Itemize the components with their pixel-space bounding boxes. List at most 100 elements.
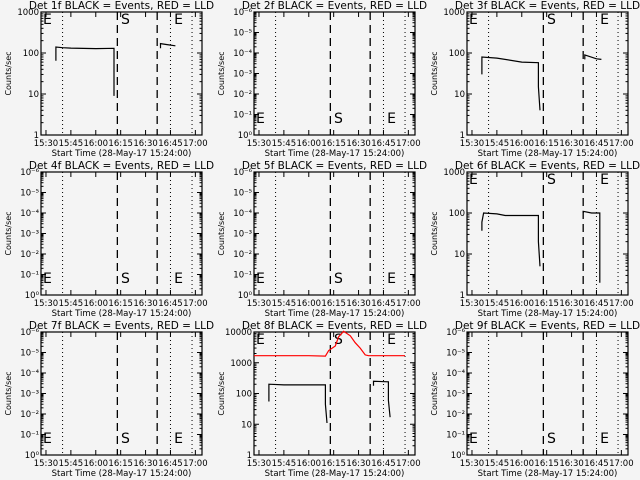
- x-tick-label: 15:45: [59, 299, 84, 309]
- x-axis-label: Start Time (28-May-17 15:24:00): [52, 149, 192, 159]
- x-tick-label: 15:30: [247, 299, 272, 309]
- x-tick-label: 16:30: [346, 459, 371, 469]
- x-tick-label: 16:00: [510, 299, 535, 309]
- x-tick-label: 15:30: [247, 139, 272, 149]
- events-series-line: [372, 380, 391, 418]
- event-marker-E: E: [387, 111, 396, 127]
- x-tick-label: 16:45: [584, 459, 609, 469]
- x-axis-label: Start Time (28-May-17 15:24:00): [265, 149, 405, 159]
- x-tick-label: 16:00: [510, 459, 535, 469]
- y-axis-label: Counts/sec: [430, 211, 439, 255]
- x-tick-label: 16:30: [559, 139, 584, 149]
- y-tick-label: 10⁻³: [446, 390, 465, 400]
- event-marker-E: E: [256, 111, 265, 127]
- y-tick-label: 10⁻¹: [20, 271, 39, 281]
- y-tick-label: 10⁻⁴: [233, 49, 252, 59]
- panel-title: Det 8f BLACK = Events, RED = LLD: [242, 320, 427, 332]
- y-tick-label: 10⁻⁶: [20, 328, 39, 338]
- panel-det-5: Det 5f BLACK = Events, RED = LLD 10⁰ 10⁻¹ 1…: [217, 160, 427, 319]
- x-tick-label: 16:15: [321, 299, 346, 309]
- panel-det-1: Det 1f BLACK = Events, RED = LLD 1 10 100 10…: [4, 0, 214, 159]
- y-tick-label: 10⁻¹: [233, 111, 252, 121]
- x-axis-label: Start Time (28-May-17 15:24:00): [265, 469, 405, 479]
- x-tick-label: 17:00: [183, 459, 208, 469]
- x-tick-label: 16:45: [584, 139, 609, 149]
- y-tick-label: 10⁻⁴: [20, 209, 39, 219]
- x-tick-label: 15:30: [460, 459, 485, 469]
- x-axis-label: Start Time (28-May-17 15:24:00): [478, 309, 618, 319]
- x-tick-label: 16:00: [84, 299, 109, 309]
- events-series-line: [584, 54, 602, 60]
- x-tick-label: 16:30: [559, 299, 584, 309]
- y-tick-label: 1000: [443, 8, 465, 18]
- panel-title: Det 9f BLACK = Events, RED = LLD: [455, 320, 640, 332]
- y-tick-label: 10⁻⁶: [20, 168, 39, 178]
- y-axis-label: Counts/sec: [217, 211, 226, 255]
- y-tick-label: 10⁻³: [233, 230, 252, 240]
- x-tick-label: 16:15: [534, 139, 559, 149]
- event-marker-S: S: [547, 431, 556, 447]
- x-tick-label: 17:00: [183, 299, 208, 309]
- x-tick-label: 17:00: [396, 139, 421, 149]
- event-marker-E: E: [43, 12, 52, 28]
- panel-title: Det 7f BLACK = Events, RED = LLD: [29, 320, 214, 332]
- panel-det-9: Det 9f BLACK = Events, RED = LLD 10⁰ 10⁻¹ 1…: [430, 320, 640, 479]
- x-tick-label: 16:15: [534, 299, 559, 309]
- panel-title: Det 4f BLACK = Events, RED = LLD: [29, 160, 214, 172]
- y-tick-label: 10⁻⁶: [233, 8, 252, 18]
- x-tick-label: 15:30: [247, 459, 272, 469]
- y-tick-label: 10⁻⁵: [446, 349, 465, 359]
- lld-series-line: [254, 330, 405, 357]
- x-tick-label: 17:00: [609, 299, 634, 309]
- y-tick-label: 10⁰: [25, 451, 40, 461]
- x-tick-label: 17:00: [396, 459, 421, 469]
- event-marker-S: S: [121, 431, 130, 447]
- event-marker-E: E: [600, 12, 609, 28]
- x-axis-label: Start Time (28-May-17 15:24:00): [478, 469, 618, 479]
- panel-title: Det 6f BLACK = Events, RED = LLD: [455, 160, 640, 172]
- x-tick-label: 17:00: [609, 139, 634, 149]
- event-marker-S: S: [547, 12, 556, 28]
- events-series-line: [55, 46, 115, 96]
- events-series-line: [481, 56, 541, 111]
- y-tick-label: 10⁻³: [20, 390, 39, 400]
- y-tick-label: 10⁰: [451, 451, 466, 461]
- panel-title: Det 2f BLACK = Events, RED = LLD: [242, 0, 427, 12]
- event-marker-E: E: [600, 172, 609, 188]
- plot-frame: [253, 331, 416, 456]
- x-tick-label: 16:30: [346, 299, 371, 309]
- y-tick-label: 10⁻⁶: [233, 168, 252, 178]
- y-tick-label: 1000: [443, 168, 465, 178]
- event-marker-E: E: [387, 332, 396, 348]
- x-tick-label: 15:45: [272, 459, 297, 469]
- x-tick-label: 16:30: [559, 459, 584, 469]
- y-tick-label: 100: [236, 390, 252, 400]
- event-marker-S: S: [547, 172, 556, 188]
- x-tick-label: 16:30: [133, 299, 158, 309]
- event-marker-S: S: [334, 271, 343, 287]
- y-tick-label: 1000: [230, 359, 252, 369]
- y-tick-label: 10⁻²: [20, 250, 39, 260]
- events-series-line: [159, 42, 176, 49]
- x-tick-label: 15:45: [59, 139, 84, 149]
- y-tick-label: 10: [241, 420, 252, 430]
- y-tick-label: 10⁻²: [446, 410, 465, 420]
- panel-title: Det 1f BLACK = Events, RED = LLD: [29, 0, 214, 12]
- panel-det-4: Det 4f BLACK = Events, RED = LLD 10⁰ 10⁻¹ 1…: [4, 160, 214, 319]
- x-tick-label: 16:45: [371, 299, 396, 309]
- x-tick-label: 17:00: [609, 459, 634, 469]
- x-tick-label: 15:45: [272, 139, 297, 149]
- y-tick-label: 10⁻¹: [20, 431, 39, 441]
- x-tick-label: 16:15: [108, 299, 133, 309]
- panel-det-7: Det 7f BLACK = Events, RED = LLD 10⁰ 10⁻¹ 1…: [4, 320, 214, 479]
- y-tick-label: 10⁰: [238, 131, 253, 141]
- panel-det-2: Det 2f BLACK = Events, RED = LLD 10⁰ 10⁻¹ 1…: [217, 0, 427, 159]
- y-tick-label: 10⁻⁴: [446, 369, 465, 379]
- x-tick-label: 15:45: [272, 299, 297, 309]
- event-marker-S: S: [121, 12, 130, 28]
- event-marker-E: E: [256, 271, 265, 287]
- y-axis-label: Counts/sec: [4, 211, 13, 255]
- y-tick-label: 100: [23, 49, 39, 59]
- event-marker-E: E: [43, 431, 52, 447]
